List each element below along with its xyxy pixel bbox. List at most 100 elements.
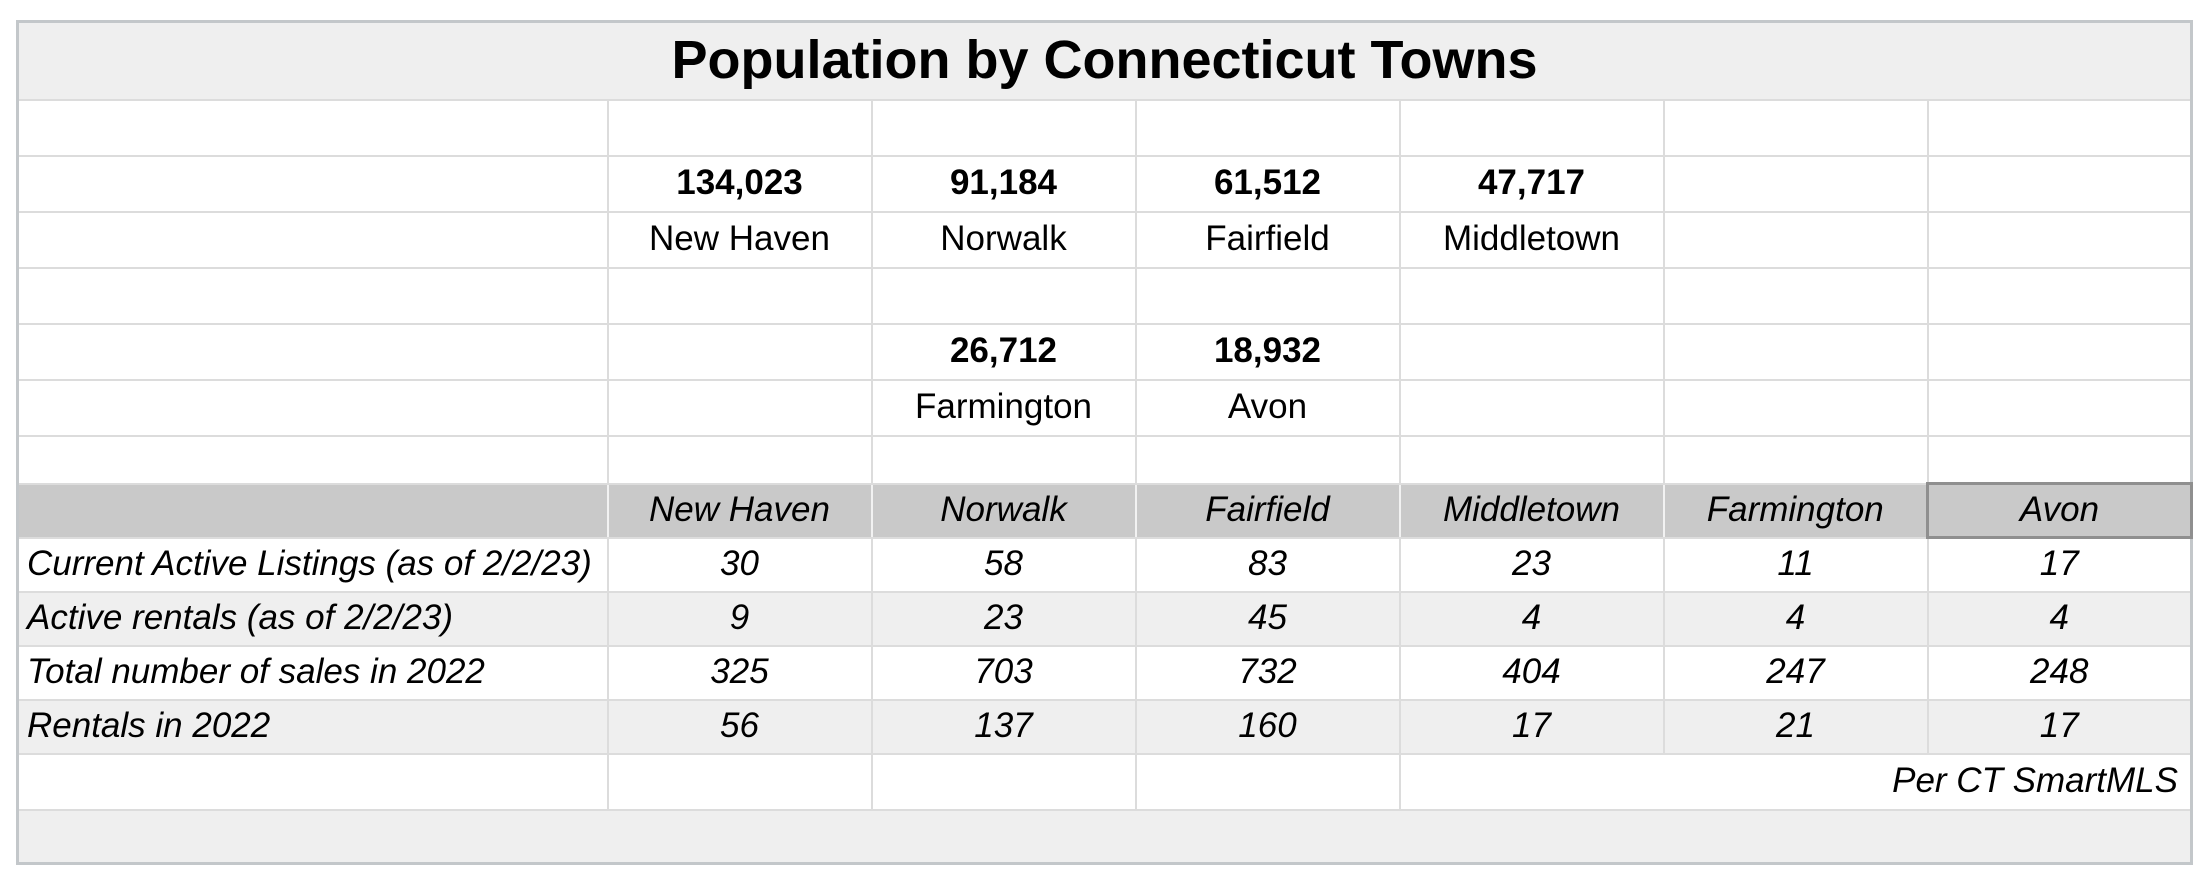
- cell-total-sales-norwalk[interactable]: 703: [870, 644, 1137, 701]
- header-middletown[interactable]: Middletown: [1398, 482, 1665, 539]
- header-avon[interactable]: Avon: [1926, 482, 2193, 539]
- empty-cell[interactable]: [1926, 98, 2193, 157]
- cell-current-active-listings-norwalk[interactable]: 58: [870, 536, 1137, 593]
- empty-cell[interactable]: [606, 434, 873, 485]
- empty-cell[interactable]: [16, 752, 609, 811]
- title-row: Population by Connecticut Towns: [16, 20, 2193, 101]
- spacer-row: [16, 266, 2193, 325]
- page-title[interactable]: Population by Connecticut Towns: [16, 20, 2193, 101]
- cell-rentals-2022-new-haven[interactable]: 56: [606, 698, 873, 755]
- cell-active-rentals-norwalk[interactable]: 23: [870, 590, 1137, 647]
- empty-header-cell[interactable]: [16, 482, 609, 539]
- cell-active-rentals-farmington[interactable]: 4: [1662, 590, 1929, 647]
- population-towns-row-2: Farmington Avon: [16, 378, 2193, 437]
- cell-current-active-listings-new-haven[interactable]: 30: [606, 536, 873, 593]
- cell-active-rentals-new-haven[interactable]: 9: [606, 590, 873, 647]
- empty-cell[interactable]: [606, 98, 873, 157]
- cell-total-sales-farmington[interactable]: 247: [1662, 644, 1929, 701]
- empty-cell[interactable]: [1134, 434, 1401, 485]
- pop-value-new-haven[interactable]: 134,023: [606, 154, 873, 213]
- empty-cell[interactable]: [606, 378, 873, 437]
- empty-cell[interactable]: [1662, 322, 1929, 381]
- pop-value-farmington[interactable]: 26,712: [870, 322, 1137, 381]
- header-farmington[interactable]: Farmington: [1662, 482, 1929, 539]
- cell-active-rentals-avon[interactable]: 4: [1926, 590, 2193, 647]
- cell-rentals-2022-middletown[interactable]: 17: [1398, 698, 1665, 755]
- header-fairfield[interactable]: Fairfield: [1134, 482, 1401, 539]
- population-towns-row-1: New Haven Norwalk Fairfield Middletown: [16, 210, 2193, 269]
- empty-cell[interactable]: [1662, 98, 1929, 157]
- cell-total-sales-new-haven[interactable]: 325: [606, 644, 873, 701]
- cell-current-active-listings-middletown[interactable]: 23: [1398, 536, 1665, 593]
- cell-rentals-2022-farmington[interactable]: 21: [1662, 698, 1929, 755]
- cell-rentals-2022-fairfield[interactable]: 160: [1134, 698, 1401, 755]
- empty-cell[interactable]: [1398, 378, 1665, 437]
- pop-value-avon[interactable]: 18,932: [1134, 322, 1401, 381]
- pop-value-middletown[interactable]: 47,717: [1398, 154, 1665, 213]
- population-values-row-2: 26,712 18,932: [16, 322, 2193, 381]
- empty-cell[interactable]: [1926, 154, 2193, 213]
- empty-cell[interactable]: [1926, 210, 2193, 269]
- cell-rentals-2022-norwalk[interactable]: 137: [870, 698, 1137, 755]
- empty-cell[interactable]: [1398, 98, 1665, 157]
- empty-cell[interactable]: [16, 322, 609, 381]
- empty-cell[interactable]: [606, 752, 873, 811]
- pop-town-norwalk[interactable]: Norwalk: [870, 210, 1137, 269]
- cell-total-sales-avon[interactable]: 248: [1926, 644, 2193, 701]
- empty-cell[interactable]: [1926, 266, 2193, 325]
- empty-cell[interactable]: [1662, 266, 1929, 325]
- pop-town-fairfield[interactable]: Fairfield: [1134, 210, 1401, 269]
- row-label-total-sales-2022[interactable]: Total number of sales in 2022: [16, 644, 609, 701]
- pop-town-farmington[interactable]: Farmington: [870, 378, 1137, 437]
- empty-cell[interactable]: [1926, 322, 2193, 381]
- empty-cell[interactable]: [1662, 210, 1929, 269]
- cell-rentals-2022-avon[interactable]: 17: [1926, 698, 2193, 755]
- row-label-rentals-2022[interactable]: Rentals in 2022: [16, 698, 609, 755]
- spacer-row: [16, 434, 2193, 485]
- row-label-current-active-listings[interactable]: Current Active Listings (as of 2/2/23): [16, 536, 609, 593]
- empty-cell[interactable]: [16, 98, 609, 157]
- pop-value-fairfield[interactable]: 61,512: [1134, 154, 1401, 213]
- pop-town-middletown[interactable]: Middletown: [1398, 210, 1665, 269]
- empty-cell[interactable]: [606, 322, 873, 381]
- empty-cell[interactable]: [1662, 154, 1929, 213]
- cell-current-active-listings-farmington[interactable]: 11: [1662, 536, 1929, 593]
- empty-cell[interactable]: [1134, 98, 1401, 157]
- header-new-haven[interactable]: New Haven: [606, 482, 873, 539]
- row-rentals-2022: Rentals in 2022 56 137 160 17 21 17: [16, 698, 2193, 755]
- footer-cell[interactable]: [16, 808, 2193, 865]
- cell-current-active-listings-avon[interactable]: 17: [1926, 536, 2193, 593]
- empty-cell[interactable]: [16, 210, 609, 269]
- pop-town-new-haven[interactable]: New Haven: [606, 210, 873, 269]
- pop-value-norwalk[interactable]: 91,184: [870, 154, 1137, 213]
- empty-cell[interactable]: [16, 266, 609, 325]
- pop-town-avon[interactable]: Avon: [1134, 378, 1401, 437]
- empty-cell[interactable]: [606, 266, 873, 325]
- cell-active-rentals-middletown[interactable]: 4: [1398, 590, 1665, 647]
- empty-cell[interactable]: [1662, 378, 1929, 437]
- empty-cell[interactable]: [1926, 434, 2193, 485]
- empty-cell[interactable]: [16, 154, 609, 213]
- row-label-active-rentals[interactable]: Active rentals (as of 2/2/23): [16, 590, 609, 647]
- cell-total-sales-fairfield[interactable]: 732: [1134, 644, 1401, 701]
- cell-current-active-listings-fairfield[interactable]: 83: [1134, 536, 1401, 593]
- empty-cell[interactable]: [1134, 752, 1401, 811]
- header-norwalk[interactable]: Norwalk: [870, 482, 1137, 539]
- empty-cell[interactable]: [1926, 378, 2193, 437]
- empty-cell[interactable]: [1398, 266, 1665, 325]
- empty-cell[interactable]: [1134, 266, 1401, 325]
- row-active-rentals: Active rentals (as of 2/2/23) 9 23 45 4 …: [16, 590, 2193, 647]
- empty-cell[interactable]: [1662, 434, 1929, 485]
- empty-cell[interactable]: [1398, 322, 1665, 381]
- empty-cell[interactable]: [16, 378, 609, 437]
- empty-cell[interactable]: [870, 266, 1137, 325]
- cell-active-rentals-fairfield[interactable]: 45: [1134, 590, 1401, 647]
- cell-total-sales-middletown[interactable]: 404: [1398, 644, 1665, 701]
- empty-cell[interactable]: [16, 434, 609, 485]
- source-note[interactable]: Per CT SmartMLS: [1398, 752, 2193, 811]
- row-current-active-listings: Current Active Listings (as of 2/2/23) 3…: [16, 536, 2193, 593]
- empty-cell[interactable]: [870, 752, 1137, 811]
- empty-cell[interactable]: [870, 434, 1137, 485]
- empty-cell[interactable]: [1398, 434, 1665, 485]
- empty-cell[interactable]: [870, 98, 1137, 157]
